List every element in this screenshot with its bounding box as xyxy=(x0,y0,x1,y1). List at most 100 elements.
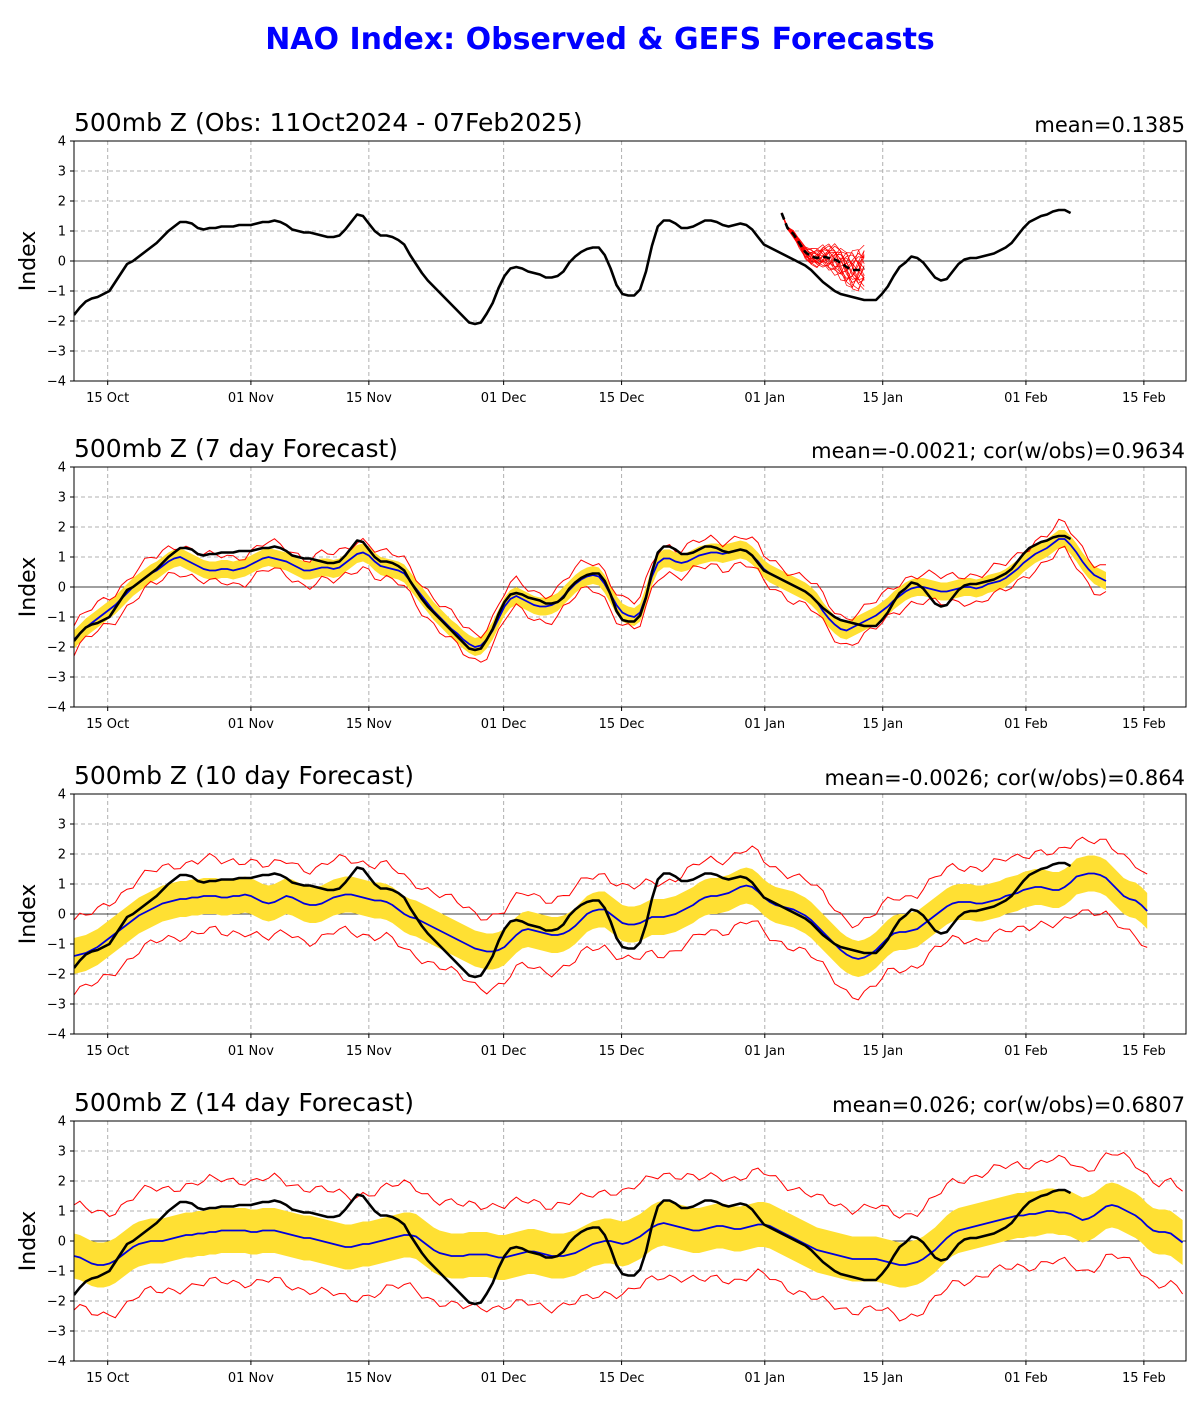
panel-14day-forecast: 500mb Z (14 day Forecast) mean=0.026; co… xyxy=(0,1088,1200,1388)
y-tick-label: −1 xyxy=(47,938,66,953)
forecast-member-line xyxy=(781,212,865,279)
observed-index-line xyxy=(74,534,1072,652)
x-tick-label: 15 Nov xyxy=(346,1371,392,1386)
x-tick-label: 01 Feb xyxy=(1004,717,1048,732)
x-tick-label: 01 Jan xyxy=(744,717,785,732)
y-tick-label: 2 xyxy=(58,848,66,863)
forecast-member-line xyxy=(781,212,865,279)
ensemble-spread-band xyxy=(74,530,1106,656)
x-tick-label: 15 Feb xyxy=(1122,391,1166,406)
panel-stats: mean=-0.0026; cor(w/obs)=0.864 xyxy=(824,766,1185,790)
y-tick-label: −3 xyxy=(47,1325,66,1340)
ensemble-mean-line xyxy=(74,1204,1184,1266)
y-tick-label: 3 xyxy=(58,818,66,833)
x-tick-label: 15 Jan xyxy=(862,391,903,406)
y-axis: 4 3 2 1 0 −1 −2 −3 −4 xyxy=(47,461,74,716)
ensemble-spread-band xyxy=(74,1182,1183,1288)
observed-index-line xyxy=(74,861,1072,979)
x-tick-label: 01 Dec xyxy=(481,1371,527,1386)
grid-lines xyxy=(74,467,1186,707)
x-tick-label: 15 Nov xyxy=(346,391,392,406)
x-tick-label: 01 Nov xyxy=(228,1371,274,1386)
y-tick-label: −4 xyxy=(47,701,66,716)
y-tick-label: 0 xyxy=(58,908,66,923)
panel-title: 500mb Z (7 day Forecast) xyxy=(74,434,399,463)
y-tick-label: −4 xyxy=(47,375,66,390)
forecast-mean-dashed-line xyxy=(780,212,865,272)
x-tick-label: 15 Jan xyxy=(862,1371,903,1386)
ensemble-spread-band xyxy=(74,855,1148,977)
y-tick-label: −1 xyxy=(47,285,66,300)
x-tick-label: 01 Feb xyxy=(1004,1371,1048,1386)
grid-lines xyxy=(74,141,1186,381)
x-tick-label: 01 Feb xyxy=(1004,391,1048,406)
panel-stats: mean=0.026; cor(w/obs)=0.6807 xyxy=(832,1093,1185,1117)
y-tick-label: −2 xyxy=(47,641,66,656)
ensemble-mean-line xyxy=(74,538,1107,648)
y-tick-label: 1 xyxy=(58,878,66,893)
x-tick-label: 15 Feb xyxy=(1122,1044,1166,1059)
y-axis-label: Index xyxy=(16,884,41,945)
ensemble-lower-bound-line xyxy=(74,909,1148,1001)
y-tick-label: −2 xyxy=(47,968,66,983)
y-tick-label: 1 xyxy=(58,551,66,566)
x-tick-label: 01 Jan xyxy=(744,1044,785,1059)
x-tick-label: 01 Jan xyxy=(744,391,785,406)
x-axis: 15 Oct 01 Nov 15 Nov 01 Dec 15 Dec 01 Jan 15 J… xyxy=(86,381,1166,406)
x-tick-label: 15 Oct xyxy=(86,1371,129,1386)
x-tick-label: 01 Nov xyxy=(228,1044,274,1059)
y-tick-label: 3 xyxy=(58,491,66,506)
observed-index-line xyxy=(74,208,1072,326)
forecast-member-line xyxy=(781,212,865,292)
plot-series xyxy=(74,518,1107,663)
x-tick-label: 15 Jan xyxy=(862,1044,903,1059)
ensemble-upper-bound-line xyxy=(74,836,1148,929)
ensemble-upper-bound-line xyxy=(74,518,1107,639)
x-tick-label: 15 Nov xyxy=(346,1044,392,1059)
panel-stats: mean=0.1385 xyxy=(1034,113,1185,137)
x-tick-label: 15 Oct xyxy=(86,717,129,732)
x-axis: 15 Oct 01 Nov 15 Nov 01 Dec 15 Dec 01 Jan 15 J… xyxy=(86,1034,1166,1059)
x-axis: 15 Oct 01 Nov 15 Nov 01 Dec 15 Dec 01 Jan 15 J… xyxy=(86,1361,1166,1386)
y-tick-label: −3 xyxy=(47,345,66,360)
x-tick-label: 01 Dec xyxy=(481,1044,527,1059)
panel-10day-forecast: 500mb Z (10 day Forecast) mean=-0.0026; … xyxy=(0,761,1200,1061)
y-tick-label: 0 xyxy=(58,255,66,270)
x-tick-label: 15 Jan xyxy=(862,717,903,732)
x-tick-label: 15 Oct xyxy=(86,1044,129,1059)
y-axis: 4 3 2 1 0 −1 −2 −3 −4 xyxy=(47,1115,74,1370)
chart-main-title: NAO Index: Observed & GEFS Forecasts xyxy=(265,22,935,57)
x-tick-label: 15 Feb xyxy=(1122,1371,1166,1386)
x-tick-label: 15 Dec xyxy=(599,1044,645,1059)
y-tick-label: −3 xyxy=(47,671,66,686)
panel-observed: 500mb Z (Obs: 11Oct2024 - 07Feb2025) mea… xyxy=(0,108,1200,408)
y-axis-label: Index xyxy=(16,1211,41,1272)
forecast-member-line xyxy=(781,212,865,282)
x-tick-label: 15 Dec xyxy=(599,717,645,732)
y-tick-label: 4 xyxy=(58,461,66,476)
y-axis-label: Index xyxy=(16,231,41,292)
x-tick-label: 15 Nov xyxy=(346,717,392,732)
y-axis: 4 3 2 1 0 −1 −2 −3 −4 xyxy=(47,135,74,390)
y-tick-label: 1 xyxy=(58,225,66,240)
ensemble-lower-bound-line xyxy=(74,1253,1184,1322)
forecast-member-line xyxy=(781,212,865,281)
y-tick-label: 3 xyxy=(58,1145,66,1160)
panel-7day-forecast: 500mb Z (7 day Forecast) mean=-0.0021; c… xyxy=(0,434,1200,734)
ensemble-lower-bound-line xyxy=(74,545,1107,663)
y-tick-label: −2 xyxy=(47,315,66,330)
y-tick-label: 2 xyxy=(58,1175,66,1190)
x-axis: 15 Oct 01 Nov 15 Nov 01 Dec 15 Dec 01 Jan 15 J… xyxy=(86,707,1166,732)
y-tick-label: −1 xyxy=(47,611,66,626)
y-tick-label: 0 xyxy=(58,1235,66,1250)
plot-series xyxy=(74,836,1148,1001)
y-tick-label: −2 xyxy=(47,1295,66,1310)
y-axis-label: Index xyxy=(16,557,41,618)
ensemble-mean-line xyxy=(74,872,1148,960)
y-tick-label: 3 xyxy=(58,165,66,180)
x-tick-label: 15 Feb xyxy=(1122,717,1166,732)
